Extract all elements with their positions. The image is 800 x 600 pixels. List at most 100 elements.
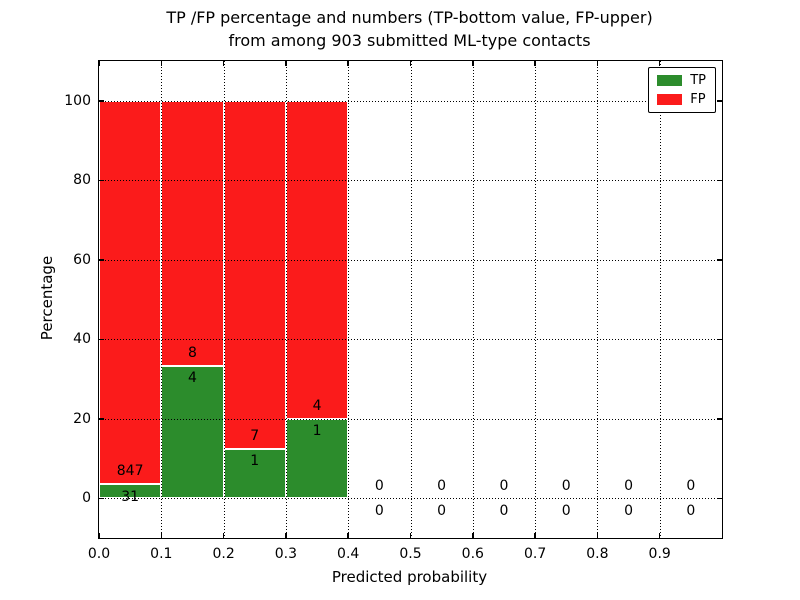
tp-count-label: 4 [187, 370, 197, 387]
x-tick-mark [347, 533, 349, 538]
gridline-y [99, 100, 722, 102]
gridline-x [161, 61, 163, 538]
gridline-y [99, 418, 722, 420]
y-tick-mark [99, 259, 104, 261]
fp-count-label: 0 [686, 477, 696, 494]
gridline-x [472, 61, 474, 538]
y-tick-mark [99, 418, 104, 420]
y-tick-mark [99, 100, 104, 102]
x-tick-mark [596, 533, 599, 538]
bar-tp-segment [99, 484, 162, 499]
chart-title: TP /FP percentage and numbers (TP-bottom… [166, 8, 653, 51]
gridline-y [99, 498, 722, 500]
x-tick-mark [98, 61, 100, 66]
bar-fp-segment [99, 100, 162, 485]
x-tick-label: 0.4 [337, 546, 360, 562]
tp-count-label: 0 [561, 502, 571, 519]
x-tick-label: 0.3 [274, 546, 298, 562]
gridline-x [597, 61, 599, 538]
legend-item-fp: FP [657, 93, 706, 106]
y-tick-mark [717, 338, 722, 340]
fp-count-label: 8 [187, 345, 197, 362]
legend-label-fp: FP [690, 92, 706, 107]
x-tick-label: 0.9 [648, 546, 671, 562]
legend-item-tp: TP [657, 74, 706, 87]
gridline-x [223, 61, 225, 538]
x-tick-mark [409, 533, 412, 538]
y-tick-mark [717, 418, 722, 420]
x-tick-mark [160, 533, 163, 538]
tp-count-label: 31 [121, 488, 140, 505]
bar-tp-segment [161, 365, 224, 499]
bar-fp-segment [223, 100, 286, 449]
y-tick-label: 80 [73, 172, 91, 189]
x-tick-mark [98, 533, 100, 538]
x-tick-mark [222, 533, 225, 538]
legend-swatch-tp [657, 75, 683, 86]
tp-count-label: 0 [499, 502, 509, 519]
x-tick-mark [534, 533, 536, 538]
x-tick-mark [472, 61, 474, 66]
x-tick-mark [658, 61, 661, 66]
y-tick-label: 0 [82, 490, 91, 507]
y-tick-mark [717, 179, 722, 181]
plot-area: TP FP 0.0 0.1 0.2 0.3 0.4 0.5 0.6 0.7 0.8 0.9 0 20 40… [64, 60, 723, 562]
fp-count-label: 7 [250, 427, 260, 444]
tp-count-label: 0 [374, 502, 384, 519]
fp-count-label: 0 [374, 477, 384, 494]
gridline-x [348, 61, 350, 538]
bar-fp-segment [161, 100, 224, 366]
y-tick-mark [717, 497, 722, 499]
x-tick-mark [534, 61, 536, 66]
y-tick-mark [99, 338, 104, 340]
y-tick-label: 100 [64, 92, 91, 109]
fp-count-label: 0 [561, 477, 571, 494]
x-tick-label: 0.6 [461, 546, 484, 562]
tp-count-label: 1 [312, 423, 322, 440]
y-tick-label: 60 [73, 251, 91, 268]
tp-count-label: 1 [250, 453, 260, 470]
x-tick-label: 0.8 [586, 546, 609, 562]
fp-count-label: 0 [437, 477, 447, 494]
x-tick-label: 0.7 [523, 546, 547, 562]
fp-count-label: 0 [499, 477, 509, 494]
gridline-x [535, 61, 537, 538]
bar-tp-segment [285, 418, 349, 499]
gridline-y [99, 339, 722, 341]
gridline-y [99, 259, 722, 261]
gridline-x [285, 61, 287, 538]
tp-count-label: 0 [686, 502, 696, 519]
legend-label-tp: TP [690, 73, 706, 88]
x-tick-mark [409, 61, 412, 66]
y-axis-label: Percentage [38, 255, 56, 341]
y-tick-label: 40 [73, 331, 91, 348]
y-tick-mark [99, 179, 104, 181]
y-tick-label: 20 [73, 410, 91, 427]
x-tick-label: 0.0 [87, 546, 111, 562]
x-tick-mark [472, 533, 474, 538]
x-tick-mark [160, 61, 163, 66]
x-axis-label: Predicted probability [331, 568, 488, 586]
gridline-x [410, 61, 412, 538]
x-tick-label: 0.5 [399, 546, 422, 562]
fp-count-label: 847 [116, 463, 144, 480]
x-tick-mark [285, 61, 287, 66]
fp-count-label: 0 [624, 477, 634, 494]
legend: TP FP [648, 67, 716, 113]
tp-count-label: 0 [437, 502, 447, 519]
y-tick-mark [717, 259, 722, 261]
legend-swatch-fp [657, 94, 683, 105]
tp-count-label: 0 [624, 502, 634, 519]
x-tick-label: 0.1 [150, 546, 173, 562]
x-tick-mark [347, 61, 349, 66]
fp-count-label: 4 [312, 398, 322, 415]
gridline-y [99, 180, 722, 182]
y-tick-mark [99, 497, 104, 499]
bar-tp-segment [223, 448, 286, 499]
gridline-x [659, 61, 661, 538]
x-tick-mark [222, 61, 225, 66]
x-tick-mark [285, 533, 287, 538]
x-tick-mark [596, 61, 599, 66]
x-tick-label: 0.2 [212, 546, 235, 562]
